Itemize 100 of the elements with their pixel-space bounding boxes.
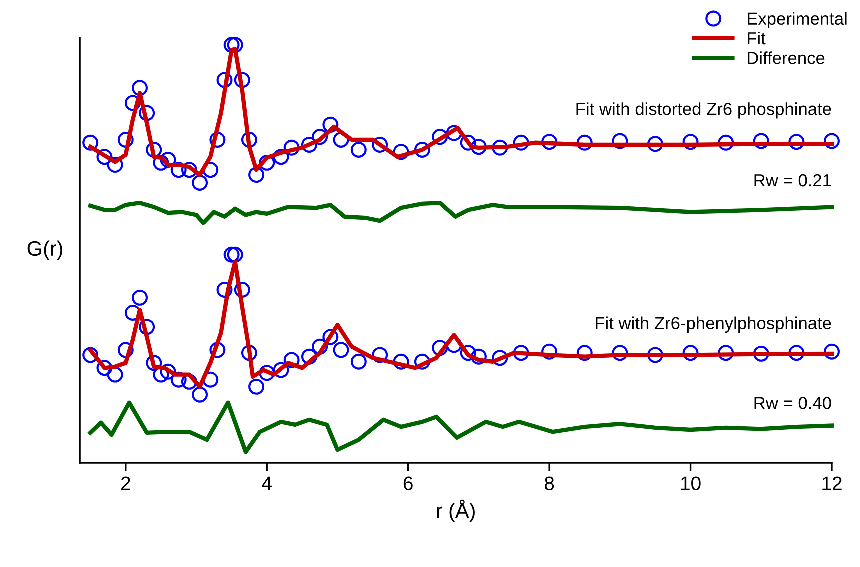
point xyxy=(470,348,487,365)
point xyxy=(241,345,258,362)
legend-label: Fit xyxy=(748,32,766,45)
point xyxy=(414,142,430,158)
point xyxy=(234,282,250,298)
point xyxy=(718,134,734,151)
point xyxy=(393,354,410,370)
point xyxy=(372,347,388,364)
point xyxy=(513,345,530,362)
point xyxy=(146,142,162,158)
point xyxy=(612,133,628,150)
point xyxy=(181,162,198,178)
point xyxy=(139,319,156,336)
point xyxy=(753,346,770,362)
point xyxy=(446,125,462,142)
legend-label: Difference xyxy=(748,52,825,64)
point xyxy=(492,350,508,366)
point xyxy=(210,132,226,148)
point xyxy=(259,365,276,382)
point xyxy=(513,134,530,151)
point xyxy=(824,133,840,150)
point xyxy=(612,345,628,362)
point xyxy=(372,136,388,153)
point xyxy=(350,142,367,158)
point xyxy=(273,362,290,378)
point xyxy=(284,140,300,156)
point xyxy=(146,355,162,372)
point xyxy=(718,345,734,362)
point xyxy=(210,342,226,358)
x-tick-label: 10 xyxy=(681,476,701,490)
x-tick-label: 8 xyxy=(544,476,554,490)
point xyxy=(192,175,208,191)
point xyxy=(301,136,318,153)
point xyxy=(124,95,141,112)
x-tick-label: 6 xyxy=(404,476,413,490)
point xyxy=(350,354,367,370)
point xyxy=(322,116,339,133)
point xyxy=(118,132,134,148)
x-tick-label: 12 xyxy=(822,476,842,490)
point xyxy=(96,360,113,376)
point xyxy=(118,342,134,358)
point xyxy=(682,134,699,150)
point xyxy=(181,374,198,390)
point xyxy=(393,144,410,160)
annotation: Fit with distorted Zr6 phosphinate xyxy=(576,102,832,119)
point xyxy=(284,352,300,368)
point xyxy=(432,129,448,146)
point xyxy=(312,129,328,146)
point xyxy=(647,136,664,152)
point xyxy=(170,162,187,178)
point xyxy=(414,354,430,370)
point xyxy=(192,386,208,403)
point xyxy=(576,134,593,151)
point xyxy=(753,133,770,150)
point xyxy=(216,72,233,88)
point xyxy=(82,347,99,364)
point xyxy=(576,345,593,362)
point xyxy=(132,290,148,306)
point xyxy=(82,134,99,151)
point xyxy=(301,348,318,365)
legend-label: Experimental xyxy=(748,12,847,28)
point xyxy=(153,154,170,171)
point xyxy=(333,342,350,358)
point xyxy=(227,37,244,54)
point xyxy=(132,80,148,96)
point xyxy=(788,345,805,362)
point xyxy=(322,329,339,346)
point xyxy=(241,132,258,148)
point xyxy=(492,140,508,156)
point xyxy=(542,134,558,150)
point xyxy=(460,134,476,151)
point xyxy=(248,378,265,395)
point xyxy=(647,347,664,364)
point xyxy=(96,149,113,166)
point xyxy=(160,364,176,380)
point xyxy=(824,344,840,360)
point xyxy=(248,167,265,184)
point xyxy=(216,282,233,298)
point xyxy=(107,157,124,174)
point xyxy=(542,344,558,360)
point xyxy=(139,105,156,122)
point xyxy=(470,139,487,156)
annotation: Rw = 0.40 xyxy=(754,397,832,410)
point xyxy=(227,246,244,263)
point xyxy=(460,345,476,362)
point xyxy=(107,366,124,383)
point xyxy=(160,152,176,168)
point xyxy=(224,246,240,263)
point xyxy=(432,340,448,356)
x-tick-label: 2 xyxy=(121,476,130,490)
annotation: Fit with Zr6-phenylphosphinate xyxy=(596,316,832,333)
y-axis-title: G(r) xyxy=(28,240,62,260)
point xyxy=(682,345,699,362)
point xyxy=(788,134,805,150)
point xyxy=(170,372,187,388)
point xyxy=(234,72,250,88)
x-axis-title: r (Å) xyxy=(437,500,475,522)
annotation: Rw = 0.21 xyxy=(754,174,832,187)
point xyxy=(259,154,276,171)
x-tick-label: 4 xyxy=(262,476,272,490)
